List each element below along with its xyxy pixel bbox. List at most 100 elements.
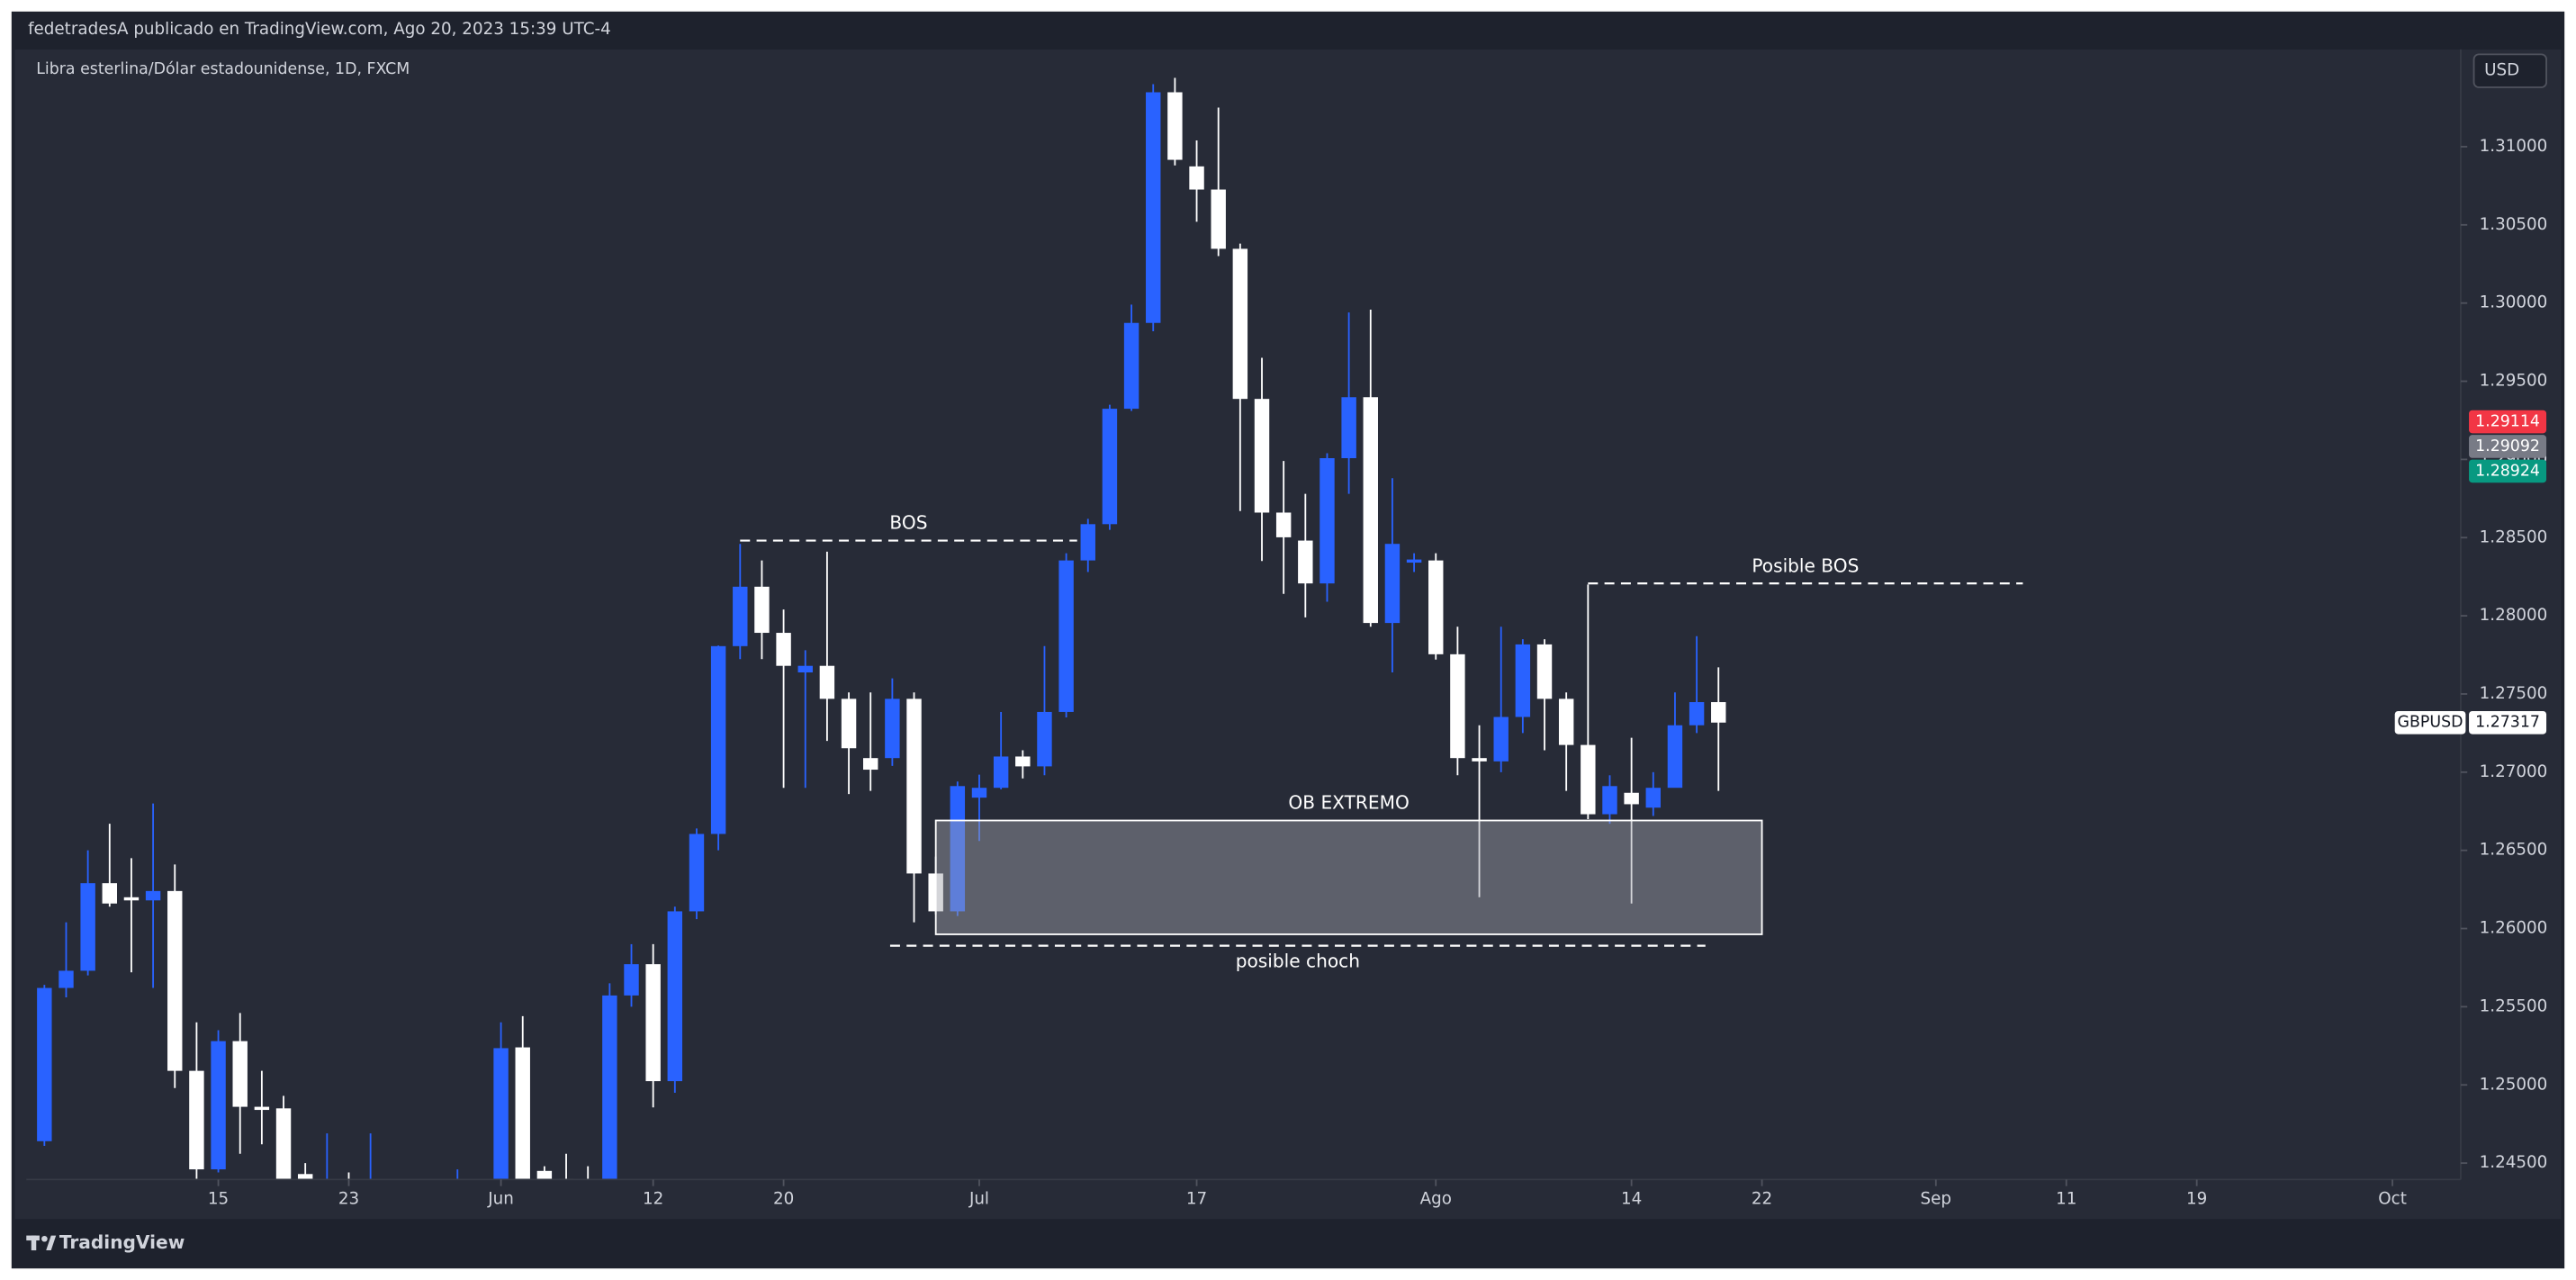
brand: TradingView: [59, 1231, 185, 1253]
candle-body: [863, 758, 878, 771]
y-tick-label: 1.28000: [2480, 606, 2548, 625]
y-tick-label: 1.26500: [2480, 841, 2548, 860]
level-label: BOS: [889, 512, 927, 534]
x-tick-label: Oct: [2378, 1189, 2407, 1208]
candle-body: [710, 645, 726, 834]
candle-body: [232, 1041, 248, 1107]
candle-body: [1602, 786, 1617, 815]
candle-body: [536, 1170, 553, 1179]
candle-body: [1211, 189, 1226, 249]
candle-body: [1341, 397, 1356, 459]
y-tick-label: 1.30500: [2480, 215, 2548, 234]
candle-body: [1167, 92, 1183, 160]
price-tag-label: 1.29114: [2475, 413, 2540, 431]
x-tick-label: Jul: [968, 1189, 989, 1208]
candle-body: [1123, 322, 1139, 410]
y-tick-label: 1.31000: [2480, 137, 2548, 156]
candle-body: [1450, 654, 1465, 759]
candle-body: [1275, 512, 1292, 537]
currency[interactable]: USD: [2484, 61, 2519, 80]
candle-body: [1536, 644, 1553, 699]
candle-body: [80, 883, 95, 971]
candle-body: [59, 970, 74, 988]
x-tick-label: 20: [773, 1189, 794, 1208]
plot-background: [14, 49, 2562, 1220]
candle-body: [515, 1047, 530, 1180]
y-tick-label: 1.28500: [2480, 527, 2548, 546]
candle-body: [254, 1106, 270, 1111]
candle-body: [1189, 166, 1204, 190]
candle-body: [1080, 524, 1095, 561]
candle-body: [797, 665, 813, 672]
candle-body: [841, 699, 857, 749]
symbol-tag: [2394, 710, 2466, 735]
y-tick-label: 1.27000: [2480, 762, 2548, 781]
candle-body: [123, 897, 140, 901]
candle-body: [1232, 248, 1248, 400]
order-block-zone: [934, 819, 1763, 935]
candle-body: [906, 699, 922, 874]
y-tick-label: 1.30000: [2480, 293, 2548, 312]
candle-body: [1667, 725, 1683, 789]
candle-body: [1472, 758, 1487, 762]
price-tag-label: 1.28924: [2475, 462, 2540, 480]
candle-body: [950, 786, 966, 912]
price-tag-label: 1.29092: [2475, 437, 2540, 455]
x-tick-label: 17: [1186, 1189, 1207, 1208]
x-tick-label: Sep: [1921, 1189, 1951, 1208]
candle-body: [1515, 644, 1531, 717]
candle-body: [1711, 702, 1726, 723]
y-tick-label: 1.27500: [2480, 684, 2548, 703]
candle-body: [1558, 699, 1574, 745]
candle-body: [776, 633, 791, 666]
level-label: posible choch: [1236, 950, 1360, 971]
candle-body: [275, 1108, 292, 1179]
price-tag: [2469, 410, 2547, 434]
y-tick-label: 1.25000: [2480, 1075, 2548, 1094]
candle-body: [1493, 717, 1509, 762]
x-tick-label: 22: [1752, 1189, 1772, 1208]
candle-body: [102, 883, 118, 904]
candle-body: [754, 586, 770, 634]
candle-body: [297, 1174, 313, 1180]
candle-body: [1146, 92, 1161, 323]
candle-body: [602, 995, 617, 1180]
candle-body: [1624, 792, 1639, 805]
x-tick-label: Ago: [1420, 1189, 1452, 1208]
x-tick-label: 14: [1621, 1189, 1642, 1208]
x-tick-label: Jun: [487, 1189, 514, 1208]
y-tick-label: 1.25500: [2480, 996, 2548, 1015]
candle-body: [1102, 409, 1118, 525]
candle-body: [885, 699, 900, 759]
candle-body: [645, 964, 661, 1082]
y-tick-label: 1.24500: [2480, 1153, 2548, 1172]
candle-body: [733, 586, 748, 646]
candle-body: [1058, 560, 1074, 712]
symbol-tag-label: GBPUSD: [2398, 714, 2463, 732]
candle-body: [1363, 397, 1378, 624]
candle-body: [145, 890, 161, 901]
x-tick-label: 19: [2186, 1189, 2207, 1208]
publisher: fedetradesA publicado en TradingView.com…: [28, 20, 611, 39]
candle-body: [1581, 744, 1596, 815]
plot: [37, 77, 1726, 1180]
x-tick-label: 15: [208, 1189, 229, 1208]
last-price-label: 1.27317: [2475, 714, 2540, 732]
x-tick-label: 23: [338, 1189, 359, 1208]
price-tag: [2469, 459, 2547, 483]
candle-body: [819, 665, 835, 699]
currency-button[interactable]: [2472, 53, 2547, 88]
candle-body: [37, 987, 52, 1141]
candle-body: [1689, 702, 1705, 726]
logo: [26, 1235, 57, 1251]
y-tick-label: 1.26000: [2480, 919, 2548, 938]
candle-body: [624, 964, 639, 996]
candle-body: [211, 1041, 226, 1170]
symbol: Libra esterlina/Dólar estadounidense, 1D…: [36, 60, 410, 78]
candle-body: [1384, 544, 1401, 624]
candle-body: [993, 756, 1009, 789]
candle-body: [493, 1048, 509, 1180]
last-price-tag: [2469, 710, 2547, 735]
